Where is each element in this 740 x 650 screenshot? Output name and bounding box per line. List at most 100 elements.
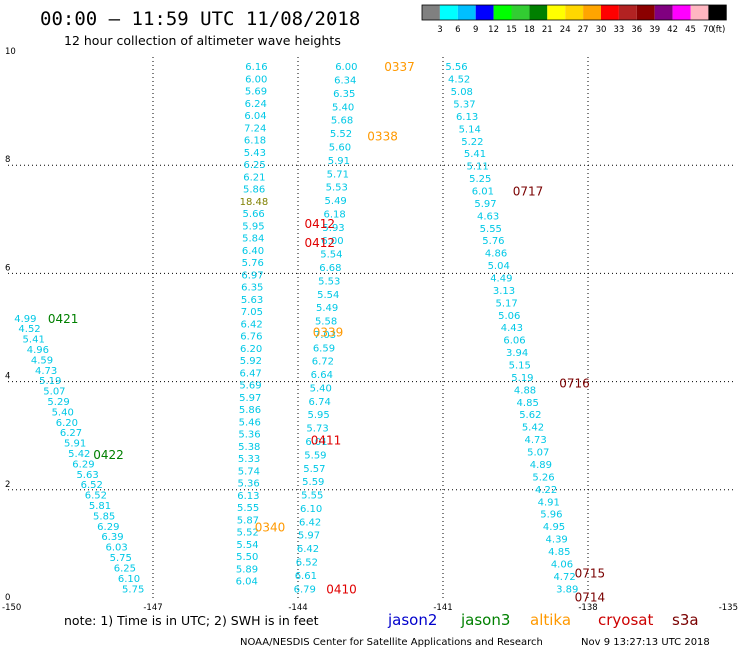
wave-height-value: 3.94 bbox=[506, 348, 528, 359]
x-tick-label: -144 bbox=[288, 603, 307, 613]
wave-height-value: 5.59 bbox=[302, 477, 324, 488]
color-swatch bbox=[654, 5, 673, 20]
pass-time-label: 0422 bbox=[93, 448, 124, 462]
color-swatch bbox=[708, 5, 727, 20]
wave-height-value: 5.60 bbox=[329, 143, 351, 154]
wave-height-value: 5.25 bbox=[469, 174, 491, 185]
pass-time-label: 0411 bbox=[311, 433, 342, 447]
color-swatch bbox=[583, 5, 601, 20]
satellite-legend-entry: altika bbox=[530, 611, 571, 629]
chart-title: 00:00 – 11:59 UTC 11/08/2018 bbox=[40, 8, 360, 30]
wave-height-value: 6.52 bbox=[296, 557, 318, 568]
color-scale-label: 21 bbox=[542, 25, 553, 35]
wave-height-value: 6.04 bbox=[244, 111, 266, 122]
wave-height-value: 5.50 bbox=[236, 552, 258, 563]
wave-height-value: 6.97 bbox=[241, 270, 263, 281]
wave-height-value: 5.11 bbox=[466, 162, 488, 173]
y-tick-label: 8 bbox=[5, 155, 10, 165]
wave-height-value: 5.07 bbox=[527, 448, 549, 459]
wave-height-value: 5.14 bbox=[459, 124, 481, 135]
wave-height-value: 5.86 bbox=[243, 185, 265, 196]
wave-height-value: 4.99 bbox=[14, 314, 36, 325]
color-scale-label: 18 bbox=[524, 25, 535, 35]
wave-height-value: 5.15 bbox=[509, 361, 531, 372]
wave-height-value: 5.54 bbox=[317, 290, 339, 301]
wave-height-value: 5.58 bbox=[315, 317, 337, 328]
wave-height-value: 5.71 bbox=[327, 169, 349, 180]
wave-height-value: 5.08 bbox=[451, 87, 473, 98]
wave-height-value: 6.39 bbox=[101, 532, 123, 543]
color-swatch bbox=[601, 5, 619, 20]
wave-height-value: 5.91 bbox=[328, 156, 350, 167]
wave-height-value: 5.96 bbox=[540, 510, 562, 521]
wave-height-value: 6.06 bbox=[503, 336, 525, 347]
wave-height-value: 6.00 bbox=[321, 236, 343, 247]
wave-height-value: 5.89 bbox=[236, 564, 258, 575]
wave-height-value: 4.52 bbox=[448, 75, 470, 86]
wave-height-value: 6.72 bbox=[312, 357, 334, 368]
wave-height-value: 5.69 bbox=[245, 87, 267, 98]
wave-height-value: 6.00 bbox=[335, 62, 357, 73]
x-axis-ticks: -150 -147 -144 -141 -138 -135 bbox=[2, 603, 738, 613]
wave-height-value: 5.43 bbox=[244, 148, 266, 159]
wave-height-value: 6.34 bbox=[334, 76, 356, 87]
wave-height-value: 6.47 bbox=[240, 368, 262, 379]
color-swatch bbox=[529, 5, 548, 20]
color-scale-label: 9 bbox=[473, 25, 478, 35]
wave-height-value: 4.96 bbox=[27, 345, 49, 356]
wave-height-value: 6.03 bbox=[105, 543, 127, 554]
wave-height-value: 5.17 bbox=[495, 298, 517, 309]
wave-height-value: 5.07 bbox=[43, 387, 65, 398]
wave-height-value: 5.81 bbox=[89, 501, 111, 512]
color-scale-label: 33 bbox=[613, 25, 624, 35]
wave-height-value: 4.43 bbox=[501, 323, 523, 334]
wave-height-labels: 4.994.525.414.964.594.735.195.075.295.40… bbox=[14, 62, 578, 595]
wave-height-value: 7.24 bbox=[244, 123, 266, 134]
wave-height-value: 6.00 bbox=[245, 74, 267, 85]
color-scale-label: 15 bbox=[506, 25, 517, 35]
wave-height-value: 5.19 bbox=[39, 376, 61, 387]
wave-height-value: 6.25 bbox=[114, 563, 136, 574]
pass-time-label: 0412 bbox=[304, 236, 335, 250]
color-scale-label: 3 bbox=[437, 25, 442, 35]
grid-lines bbox=[8, 57, 733, 598]
wave-height-value: 4.39 bbox=[546, 535, 568, 546]
wave-height-value: 4.86 bbox=[485, 249, 507, 260]
wave-height-value: 6.42 bbox=[297, 544, 319, 555]
wave-height-value: 5.86 bbox=[239, 405, 261, 416]
color-swatch bbox=[422, 5, 440, 20]
wave-height-value: 6.40 bbox=[242, 246, 264, 257]
wave-height-value: 5.59 bbox=[304, 450, 326, 461]
wave-height-value: 5.40 bbox=[52, 407, 74, 418]
wave-height-value: 6.52 bbox=[85, 491, 107, 502]
wave-height-value: 6.21 bbox=[243, 172, 265, 183]
color-scale-label: 12 bbox=[488, 25, 499, 35]
x-tick-label: -135 bbox=[719, 603, 738, 613]
satellite-legend-entry: s3a bbox=[672, 611, 699, 629]
wave-height-value: 4.72 bbox=[553, 572, 575, 583]
wave-height-value: 3.89 bbox=[556, 584, 578, 595]
wave-height-value: 6.61 bbox=[295, 571, 317, 582]
wave-height-value: 5.46 bbox=[239, 417, 261, 428]
wave-height-value: 5.76 bbox=[242, 258, 264, 269]
y-axis-ticks: 10 8 6 4 2 0 bbox=[5, 47, 16, 603]
wave-height-value: 4.95 bbox=[543, 522, 565, 533]
wave-height-value: 5.87 bbox=[237, 515, 259, 526]
wave-height-value: 5.55 bbox=[237, 503, 259, 514]
wave-height-value: 5.52 bbox=[330, 129, 352, 140]
wave-height-value: 6.68 bbox=[319, 263, 341, 274]
y-tick-label: 4 bbox=[5, 372, 10, 382]
wave-height-value: 6.29 bbox=[97, 522, 119, 533]
color-scale-legend: 3 6 9 12 15 18 21 24 27 30 33 36 39 42 45 70(ft) bbox=[421, 4, 727, 35]
wave-height-value: 5.75 bbox=[110, 553, 132, 564]
pass-time-labels: 0337 0338 0339 0340 0412 0412 0411 0410 0421 0422… bbox=[48, 60, 605, 604]
pass-time-label: 0714 bbox=[575, 590, 606, 604]
wave-height-value: 5.74 bbox=[238, 466, 260, 477]
wave-height-value: 5.33 bbox=[238, 454, 260, 465]
pass-time-label: 0340 bbox=[255, 521, 286, 535]
y-tick-label: 6 bbox=[5, 263, 10, 273]
color-swatch bbox=[511, 5, 530, 20]
wave-height-value: 5.29 bbox=[47, 397, 69, 408]
wave-height-value: 4.06 bbox=[551, 559, 573, 570]
wave-height-value: 5.75 bbox=[122, 584, 144, 595]
